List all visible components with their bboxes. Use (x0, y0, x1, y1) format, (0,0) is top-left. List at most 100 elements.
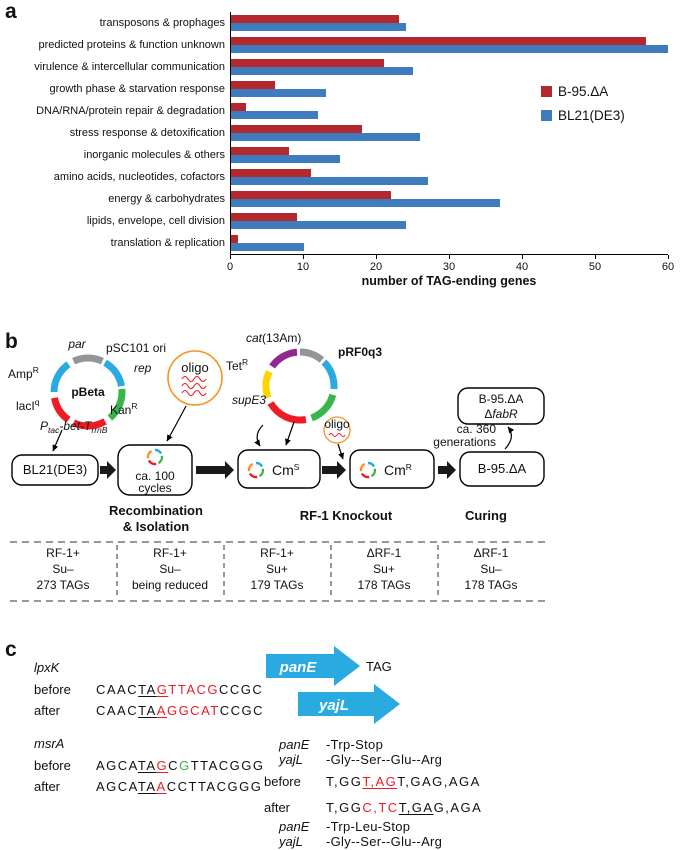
dna-sequence: -Gly--Ser--Glu--Arg (326, 752, 442, 767)
sequence-row: before AGCATAGCGTTACGGG (34, 755, 265, 776)
sequence-segment: G (156, 758, 169, 773)
row-label: yajL (279, 834, 303, 849)
yajL-arrow-label: yajL (318, 697, 349, 714)
x-tick-label: 20 (369, 261, 383, 273)
x-axis: 0 10 20 30 40 50 60 (227, 254, 674, 273)
x-tick (521, 255, 523, 259)
cms-box (237, 449, 321, 489)
pbeta-to-bl21-arrow (52, 429, 63, 452)
sequence-row: yajL -Gly--Ser--Glu--Arg (264, 834, 482, 849)
cycles-line2: cycles (138, 481, 171, 495)
pbeta-arc-laci (51, 397, 71, 423)
sequence-segment: TTACGGG (190, 758, 265, 773)
x-tick-label: 50 (588, 261, 602, 273)
bar-b95 (231, 15, 399, 23)
bar-group (230, 210, 668, 232)
legend-entry-bl21: BL21(DE3) (541, 108, 625, 123)
table-cell: Su– (480, 562, 502, 576)
sequence-row: panE -Trp-Stop (264, 737, 482, 752)
table-cell: RF-1+ (260, 546, 294, 560)
table-cell: ΔRF-1 (474, 546, 509, 560)
category-label: amino acids, nucleotides, cofactors (53, 171, 225, 183)
bar-bl21 (231, 221, 406, 229)
dna-sequence: AGCATAACCTTACGGG (96, 779, 262, 794)
pbeta-arc-rep (103, 359, 125, 387)
bar-group (230, 232, 668, 254)
sequence-block-right: panE -Trp-Stop yajL -Gly--Ser--Glu--Arg befo… (264, 737, 482, 849)
bar-group (230, 78, 668, 100)
cycles-line1: ca. 100 (135, 469, 175, 483)
sequence-segment: C,TC (362, 800, 399, 815)
category-label: transposons & prophages (99, 17, 225, 29)
stage2-label: RF-1 Knockout (300, 508, 393, 523)
chart-legend: B-95.ΔA BL21(DE3) (541, 84, 625, 132)
legend-swatch-bl21 (541, 110, 552, 121)
row-label: after (34, 703, 61, 718)
sequence-row: after T,GGC,TCT,GAG,AGA (264, 800, 482, 815)
bar-bl21 (231, 199, 501, 207)
sequence-segment: G (156, 682, 169, 697)
bar-bl21 (231, 67, 414, 75)
oligo-squiggle (181, 382, 207, 390)
sequence-segment: TA (137, 779, 157, 794)
bar-bl21 (231, 243, 304, 251)
stop-codon-label: TAG (366, 659, 392, 674)
cycles-box (117, 444, 193, 496)
chart-row: stress response & detoxification (8, 122, 668, 144)
category-label: inorganic molecules & others (83, 149, 225, 161)
oligo-to-cycles-arrow (166, 405, 187, 442)
sequence-segment: TTACGGG (188, 779, 263, 794)
prf-to-cms-arrow (285, 421, 295, 446)
evolved-line2: ΔfabR (484, 407, 518, 421)
dna-sequence: CAACTAAGGCATCCGC (96, 703, 264, 718)
x-tick (302, 255, 304, 259)
pbeta-name: pBeta (71, 385, 105, 399)
b95-box (459, 451, 545, 487)
category-label: stress response & detoxification (69, 127, 225, 139)
sequence-segment: G (179, 758, 191, 773)
x-tick (230, 255, 231, 259)
chart-row: lipids, envelope, cell division (8, 210, 668, 232)
panE-arrow-label: panE (279, 659, 318, 676)
table-cell: Su+ (266, 562, 288, 576)
b95-label: B-95.ΔA (478, 461, 527, 476)
sequence-segment: G,AGA (433, 800, 483, 815)
workflow-diagram: pBeta par pSC101 ori rep AmpR lacIq KanR… (8, 331, 548, 602)
bar-bl21 (231, 23, 406, 31)
sequence-segment: CCGC (219, 682, 264, 697)
sequence-segment: CAAC (96, 703, 139, 718)
sequence-segment: TA (138, 703, 157, 718)
evolution-arrow (504, 426, 515, 450)
gene-diagram: panE TAG yajL (266, 646, 400, 724)
sequence-row: before CAACTAGTTACGCCGC (34, 679, 265, 700)
x-tick-label: 0 (226, 261, 234, 273)
pbeta-plasmid: pBeta par pSC101 ori rep AmpR lacIq KanR… (8, 337, 166, 435)
oligo-pool: oligo (167, 350, 223, 406)
sequence-segment: CAAC (96, 682, 139, 697)
category-label: growth phase & starvation response (49, 83, 226, 95)
yajL-gene-arrow (298, 684, 400, 724)
row-label: after (34, 779, 61, 794)
row-label: yajL (279, 752, 303, 767)
sequence-segment: GGCAT (166, 703, 220, 718)
chart-row: growth phase & starvation response (8, 78, 668, 100)
bar-bl21 (231, 155, 341, 163)
prf-arc-green (310, 393, 337, 422)
x-tick (595, 255, 596, 259)
pbeta-arc-par (72, 354, 104, 365)
pbeta-arc-kan (107, 388, 126, 421)
sequence-segment: A (156, 779, 167, 794)
amp-label: AmpR (8, 365, 39, 381)
oligo-squiggle (181, 375, 207, 383)
bar-group (230, 122, 668, 144)
bar-group (230, 144, 668, 166)
sequence-row: panE -Trp-Leu-Stop (264, 819, 482, 834)
sequence-row: before T,GGT,AGT,GAG,AGA (264, 774, 482, 789)
cmr-box (349, 449, 435, 489)
oligo-label: oligo (181, 360, 208, 375)
bl21-label: BL21(DE3) (23, 462, 87, 477)
dna-sequence: T,GGC,TCT,GAG,AGA (326, 800, 482, 815)
bar-b95 (231, 169, 312, 177)
sequence-segment: -Trp-Stop (326, 737, 384, 752)
dna-sequence: AGCATAGCGTTACGGG (96, 758, 265, 773)
